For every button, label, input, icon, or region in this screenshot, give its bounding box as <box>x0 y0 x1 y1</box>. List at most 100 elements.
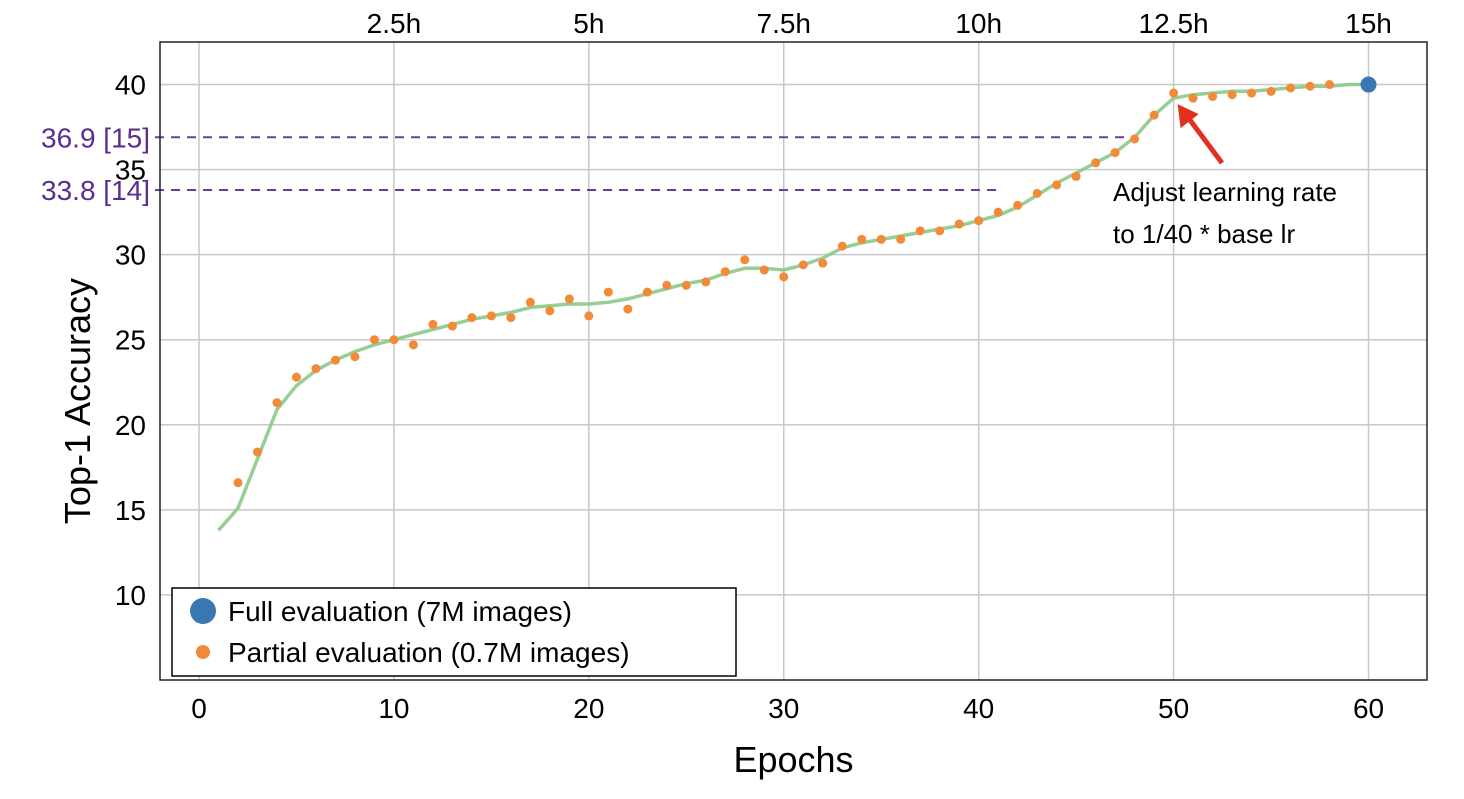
partial-eval-point <box>1227 90 1237 100</box>
partial-eval-point <box>311 364 321 374</box>
partial-eval-point <box>252 447 262 457</box>
partial-eval-point <box>974 216 984 226</box>
partial-eval-point <box>1149 110 1159 120</box>
partial-eval-point <box>798 260 808 270</box>
partial-eval-point <box>1032 188 1042 198</box>
top-tick-label: 2.5h <box>367 8 422 39</box>
full-eval-point <box>1360 76 1377 93</box>
partial-eval-point <box>1208 91 1218 101</box>
partial-eval-point <box>506 313 516 323</box>
top-tick-label: 15h <box>1345 8 1392 39</box>
partial-eval-point <box>954 219 964 229</box>
partial-eval-point <box>623 304 633 314</box>
x-tick-label: 0 <box>191 693 207 724</box>
partial-eval-point <box>759 265 769 275</box>
partial-eval-point <box>642 287 652 297</box>
annotation-arrow-head <box>1177 104 1199 129</box>
x-tick-label: 40 <box>963 693 994 724</box>
partial-eval-point <box>330 355 340 365</box>
partial-eval-point <box>1286 83 1296 93</box>
partial-eval-point <box>1091 158 1101 168</box>
annotation-arrow-shaft <box>1183 112 1225 165</box>
partial-eval-point <box>1130 134 1140 144</box>
x-tick-label: 10 <box>378 693 409 724</box>
partial-eval-point <box>779 272 789 282</box>
partial-eval-point <box>1188 93 1198 103</box>
annotation-text: Adjust learning rate <box>1113 177 1337 207</box>
partial-eval-point <box>818 258 828 268</box>
y-tick-label: 25 <box>115 325 146 356</box>
top-tick-label: 10h <box>955 8 1002 39</box>
partial-eval-point <box>369 335 379 345</box>
x-tick-label: 30 <box>768 693 799 724</box>
partial-eval-point <box>1052 180 1062 190</box>
annotation-text: to 1/40 * base lr <box>1113 219 1295 249</box>
partial-eval-point <box>1169 88 1179 98</box>
partial-eval-point <box>1013 200 1023 210</box>
partial-eval-point <box>467 313 477 323</box>
legend-marker <box>190 598 216 624</box>
tick-labels: 0 10 20 30 40 50 60 10 15 20 25 30 35 40 2.5h 5h 7.5h 10h… <box>115 8 1392 724</box>
partial-eval-point <box>525 297 535 307</box>
partial-eval-point <box>1266 86 1276 96</box>
partial-eval-point <box>1305 81 1315 91</box>
top-tick-label: 12.5h <box>1139 8 1209 39</box>
partial-eval-point <box>603 287 613 297</box>
partial-eval-point <box>545 306 555 316</box>
y-tick-label: 30 <box>115 240 146 271</box>
partial-eval-point <box>857 234 867 244</box>
partial-eval-point <box>915 226 925 236</box>
top-tick-label: 7.5h <box>757 8 812 39</box>
partial-eval-point <box>701 277 711 287</box>
partial-eval-point <box>837 241 847 251</box>
partial-eval-point <box>1325 80 1335 90</box>
partial-eval-point <box>681 280 691 290</box>
legend-marker <box>196 645 210 659</box>
partial-eval-point <box>1071 171 1081 181</box>
partial-eval-point <box>564 294 574 304</box>
x-tick-label: 20 <box>573 693 604 724</box>
annotation: Adjust learning rate to 1/40 * base lr <box>1113 104 1337 249</box>
partial-eval-point <box>1247 88 1257 98</box>
reference-lines: 36.9 [15] 33.8 [14] <box>41 122 1135 206</box>
partial-eval-point <box>720 267 730 277</box>
partial-eval-point <box>486 311 496 321</box>
y-tick-label: 20 <box>115 410 146 441</box>
legend: Full evaluation (7M images) Partial evalu… <box>171 587 737 677</box>
partial-eval-point <box>291 372 301 382</box>
trend-line <box>217 82 1369 532</box>
partial-eval-point <box>447 321 457 331</box>
x-axis-title: Epochs <box>733 739 853 780</box>
partial-eval-point <box>935 226 945 236</box>
plot-frame <box>159 41 1428 681</box>
partial-eval-point <box>233 478 243 488</box>
partial-eval-point <box>389 335 399 345</box>
x-tick-label: 50 <box>1158 693 1189 724</box>
partial-eval-point <box>876 234 886 244</box>
legend-label: Partial evaluation (0.7M images) <box>228 637 630 668</box>
partial-eval-point <box>428 319 438 329</box>
y-tick-label: 40 <box>115 70 146 101</box>
reference-label: 33.8 [14] <box>41 175 150 206</box>
partial-eval-point <box>584 311 594 321</box>
partial-eval-point <box>350 352 360 362</box>
partial-eval-point <box>740 255 750 265</box>
y-tick-label: 35 <box>115 155 146 186</box>
y-axis-title: Top-1 Accuracy <box>57 278 98 524</box>
partial-eval-point <box>272 398 282 408</box>
y-tick-label: 15 <box>115 495 146 526</box>
partial-eval-point <box>896 234 906 244</box>
legend-label: Full evaluation (7M images) <box>228 596 572 627</box>
partial-eval-point <box>662 280 672 290</box>
top-tick-label: 5h <box>573 8 604 39</box>
reference-label: 36.9 [15] <box>41 122 150 153</box>
partial-eval-point <box>993 207 1003 217</box>
legend-box <box>171 587 737 677</box>
series <box>217 76 1377 532</box>
partial-eval-point <box>408 340 418 350</box>
partial-eval-point <box>1110 148 1120 158</box>
x-tick-label: 60 <box>1353 693 1384 724</box>
y-tick-label: 10 <box>115 580 146 611</box>
